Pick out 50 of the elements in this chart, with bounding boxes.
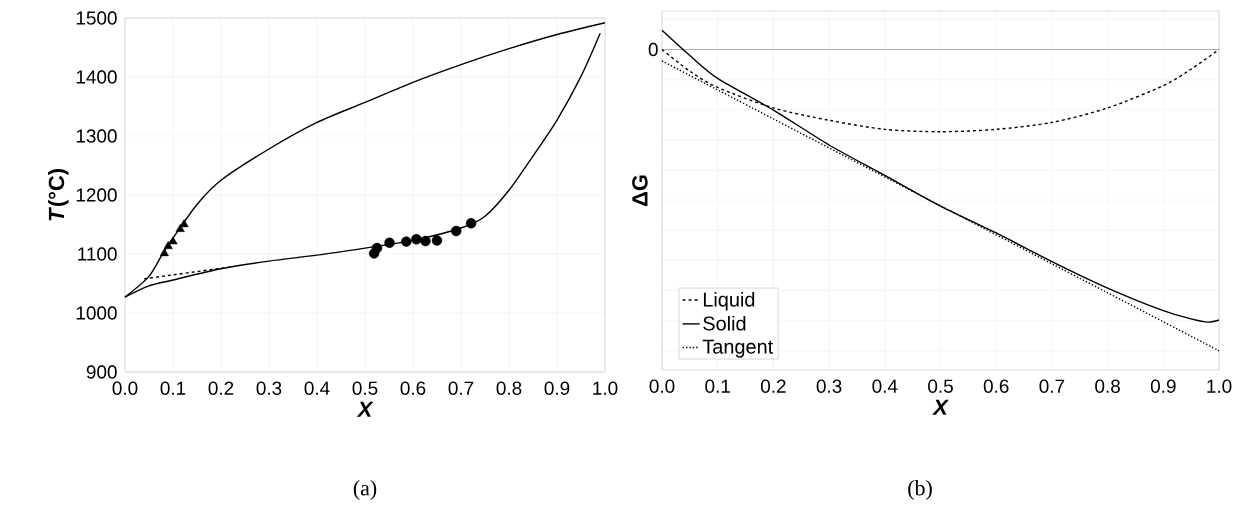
legend-label: Tangent <box>702 339 774 358</box>
x-tick-label: 0.2 <box>208 381 234 395</box>
x-tick-label: 0.4 <box>304 381 330 395</box>
x-tick-label: 0.1 <box>705 379 730 393</box>
legend-label: Solid <box>703 315 746 331</box>
y-tick-label: 1000 <box>76 306 117 320</box>
y-tick-label: 1400 <box>76 70 117 84</box>
x-tick-label: 0.0 <box>112 381 138 395</box>
x-tick-label: 0.9 <box>544 381 570 395</box>
legend-label: Liquid <box>703 292 755 311</box>
x-axis-title: X <box>932 399 949 415</box>
x-tick-label: 0.2 <box>760 379 786 393</box>
point <box>384 237 395 248</box>
point <box>431 235 443 246</box>
x-tick-label: 0.8 <box>1095 379 1120 393</box>
x-tick-label: 0.6 <box>400 381 426 395</box>
ref-line-label: 0 <box>648 42 658 57</box>
x-tick-label: 1.0 <box>593 381 618 395</box>
x-tick-label: 0.7 <box>1039 379 1065 393</box>
y-axis-title: T(°C) <box>48 169 69 221</box>
x-tick-label: 0.3 <box>256 381 282 395</box>
point <box>420 235 431 247</box>
y-tick-label: 1500 <box>76 11 117 25</box>
point <box>168 236 178 245</box>
x-tick-label: 0.6 <box>983 379 1009 393</box>
point <box>465 218 477 229</box>
point <box>451 225 462 237</box>
point <box>371 242 383 254</box>
y-tick-label: 1200 <box>76 188 117 202</box>
x-tick-label: 0.5 <box>352 381 378 395</box>
x-axis-title: X <box>356 401 374 417</box>
x-tick-label: 0.0 <box>649 379 675 393</box>
point <box>411 234 422 245</box>
x-tick-label: 0.8 <box>496 381 522 395</box>
x-tick-label: 0.1 <box>160 381 186 395</box>
x-tick-label: 0.7 <box>448 381 474 395</box>
y-axis-title: ΔG <box>632 175 648 207</box>
y-tick-label: 1300 <box>76 129 117 143</box>
point <box>179 219 189 228</box>
x-tick-label: 1.0 <box>1207 379 1232 393</box>
x-tick-label: 0.3 <box>816 379 842 393</box>
text: (a) <box>353 480 377 500</box>
point <box>159 248 169 257</box>
y-tick-label: 900 <box>86 365 117 379</box>
point <box>401 236 412 247</box>
x-tick-label: 0.5 <box>928 379 953 393</box>
y-tick-label: 1100 <box>78 247 117 261</box>
x-tick-label: 0.4 <box>872 379 898 393</box>
x-tick-label: 0.9 <box>1150 379 1176 393</box>
text: (b) <box>908 480 932 500</box>
